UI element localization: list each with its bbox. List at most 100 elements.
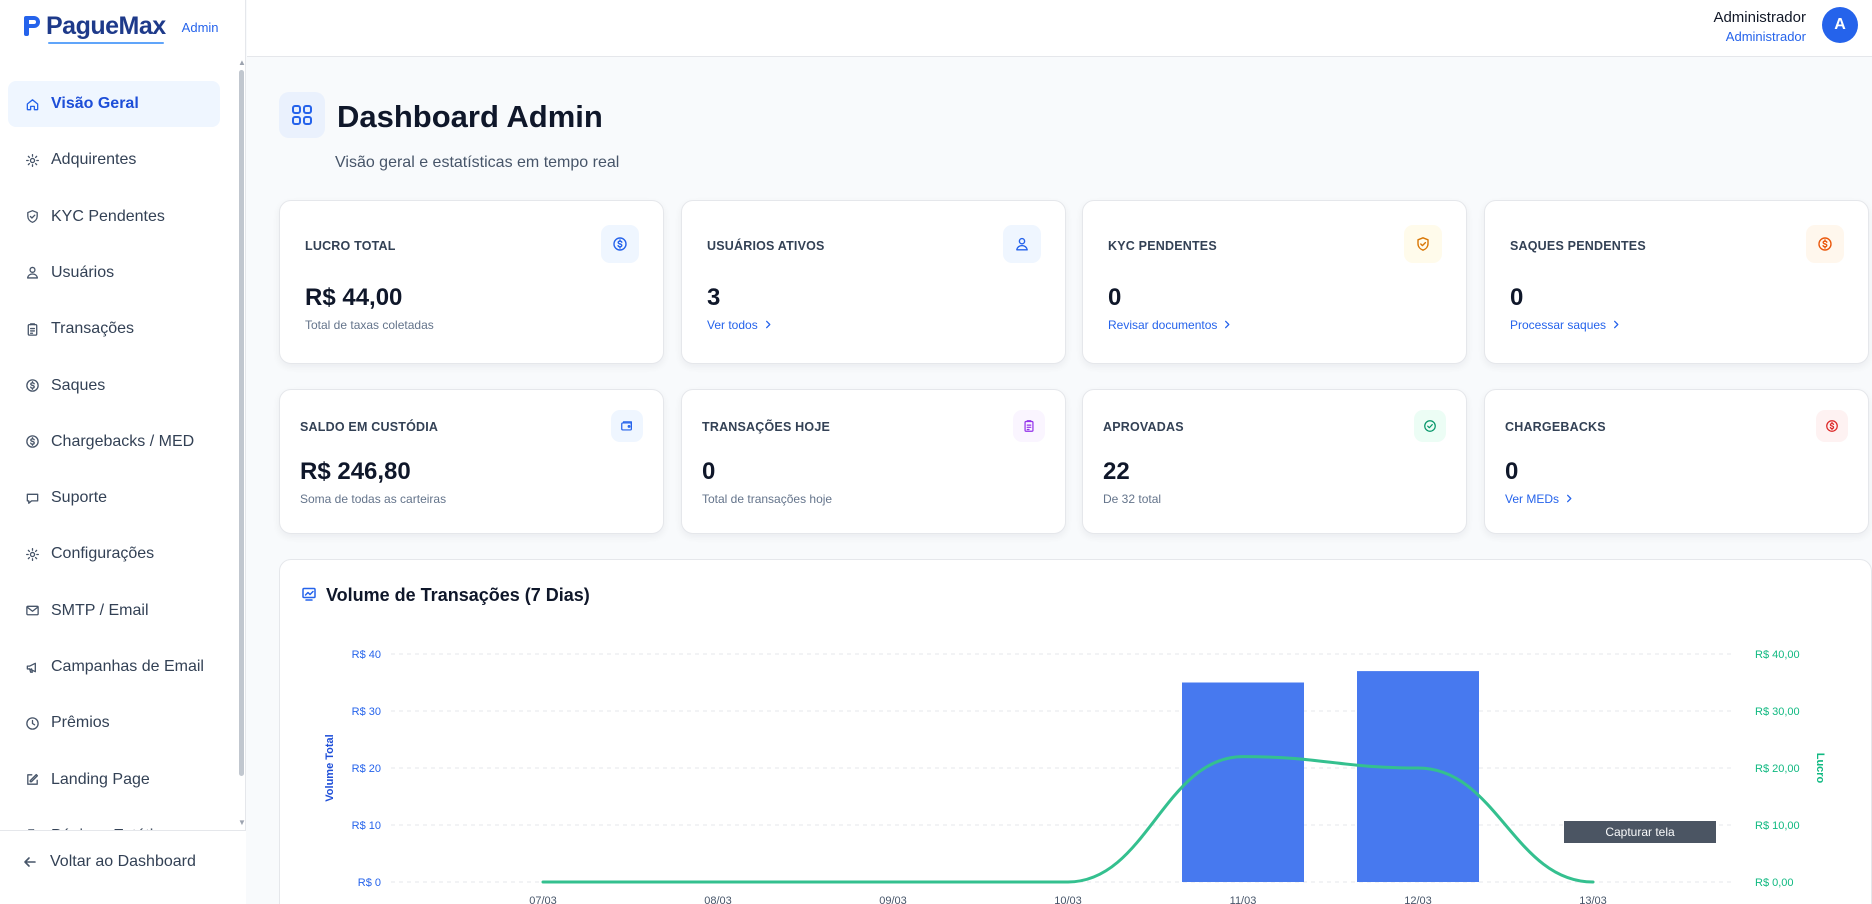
sidebar-item-label: Adquirentes [51,151,137,169]
card-link[interactable]: Ver todos [707,318,772,332]
card-label: SAQUES PENDENTES [1510,239,1646,253]
stat-card: SALDO EM CUSTÓDIA R$ 246,80 Soma de todas … [279,389,664,534]
sidebar: PagueMax Admin Visão Geral Adquirentes KYC… [0,0,246,904]
dollar-circle-icon [601,225,639,263]
users-icon [24,265,40,281]
y2-tick-label: R$ 10,00 [1755,820,1800,832]
wallet-icon [611,410,643,442]
bar [1357,671,1479,882]
sidebar-item-11[interactable]: Prêmios [8,700,220,746]
arrow-left-icon [22,854,38,870]
x-tick-label: 10/03 [1054,895,1082,904]
chat-icon [24,490,40,506]
grid-icon [279,92,325,138]
card-value: 0 [1108,284,1122,311]
dollar-circle-icon [24,434,40,450]
y2-tick-label: R$ 0,00 [1755,877,1794,889]
users-icon [1003,225,1041,263]
check-circle-icon [1414,410,1446,442]
sidebar-item-12[interactable]: Landing Page [8,757,220,803]
sidebar-item-5[interactable]: Saques [8,363,220,409]
card-label: TRANSAÇÕES HOJE [702,420,831,434]
sidebar-item-9[interactable]: SMTP / Email [8,588,220,634]
y-axis-label: Volume Total [324,734,336,801]
back-to-dashboard-link[interactable]: Voltar ao Dashboard [22,853,196,871]
brand-tag: Admin [181,19,219,35]
logo-icon [22,14,42,38]
brand-name: PagueMax [46,11,166,44]
sidebar-item-4[interactable]: Transações [8,306,220,352]
card-subtext: Total de taxas coletadas [305,318,434,332]
user-name: Administrador [1713,9,1806,26]
sidebar-item-3[interactable]: Usuários [8,250,220,296]
y2-axis-label: Lucro [1814,753,1826,784]
sidebar-item-label: Usuários [51,263,115,281]
card-link[interactable]: Revisar documentos [1108,318,1231,332]
x-tick-label: 08/03 [704,895,732,904]
sidebar-item-1[interactable]: Adquirentes [8,137,220,183]
card-label: APROVADAS [1103,420,1184,434]
volume-chart: R$ 0 R$ 10 R$ 20 R$ 30 R$ 40 R$ 0,00 R$ 10,00 R… [324,649,1826,904]
card-value: R$ 246,80 [300,458,411,485]
top-bar: Administrador Administrador A [247,0,1872,57]
sidebar-item-13[interactable]: Páginas Estáticas [8,813,220,830]
y-tick-label: R$ 30 [352,706,381,718]
y-tick-label: R$ 0 [358,877,381,889]
scroll-down-icon[interactable]: ▼ [238,818,246,827]
card-subtext: Soma de todas as carteiras [300,492,447,506]
dollar-circle-icon [1816,410,1848,442]
card-link-label: Revisar documentos [1108,318,1218,332]
stat-card: LUCRO TOTAL R$ 44,00 Total de taxas coleta… [279,200,664,364]
card-link[interactable]: Processar saques [1510,318,1620,332]
user-menu[interactable]: Administrador Administrador [1713,9,1806,44]
sidebar-scrollbar[interactable] [239,70,244,776]
stat-card: USUÁRIOS ATIVOS 3 Ver todos [681,200,1066,364]
gear-icon [24,546,40,562]
card-value: 0 [1510,284,1524,311]
sidebar-nav: Visão Geral Adquirentes KYC Pendentes Usuár… [0,60,246,830]
y2-tick-label: R$ 20,00 [1755,763,1800,775]
home-icon [24,96,40,112]
brand[interactable]: PagueMax Admin [0,0,245,52]
chart-card [279,559,1872,904]
chevron-right-icon [1565,492,1573,506]
card-link[interactable]: Ver MEDs [1505,492,1573,506]
y2-tick-label: R$ 30,00 [1755,706,1800,718]
card-value: 3 [707,284,721,311]
dollar-circle-icon [1806,225,1844,263]
card-label: KYC PENDENTES [1108,239,1217,253]
stat-card: APROVADAS 22 De 32 total [1082,389,1467,534]
dollar-circle-icon [24,378,40,394]
sidebar-item-10[interactable]: Campanhas de Email [8,644,220,690]
x-tick-label: 09/03 [879,895,907,904]
chart-icon [301,586,317,607]
sidebar-item-label: Campanhas de Email [51,658,204,675]
card-label: USUÁRIOS ATIVOS [707,239,825,253]
shield-icon [24,209,40,225]
bar [1182,682,1304,882]
sidebar-item-label: Visão Geral [51,95,139,112]
clipboard-icon [1013,410,1045,442]
sidebar-item-8[interactable]: Configurações [8,531,220,577]
avatar[interactable]: A [1822,7,1858,43]
sidebar-item-0[interactable]: Visão Geral [8,81,220,127]
card-value: 0 [702,458,716,485]
sidebar-item-label: KYC Pendentes [51,207,165,225]
chevron-right-icon [764,318,772,332]
sidebar-item-label: SMTP / Email [51,601,149,619]
chart-title: Volume de Transações (7 Dias) [326,585,590,605]
card-label: SALDO EM CUSTÓDIA [300,420,439,434]
x-tick-label: 13/03 [1579,895,1607,904]
sidebar-item-2[interactable]: KYC Pendentes [8,194,220,240]
card-value: 0 [1505,458,1519,485]
stat-card: SAQUES PENDENTES 0 Processar saques [1484,200,1869,364]
x-tick-label: 07/03 [529,895,557,904]
y-tick-label: R$ 40 [352,649,381,661]
back-label: Voltar ao Dashboard [50,853,196,870]
sidebar-item-7[interactable]: Suporte [8,475,220,521]
scroll-up-icon[interactable]: ▲ [238,58,246,67]
mail-icon [24,603,40,619]
y-tick-label: R$ 10 [352,820,381,832]
card-label: CHARGEBACKS [1505,420,1606,434]
sidebar-item-6[interactable]: Chargebacks / MED [8,419,220,465]
